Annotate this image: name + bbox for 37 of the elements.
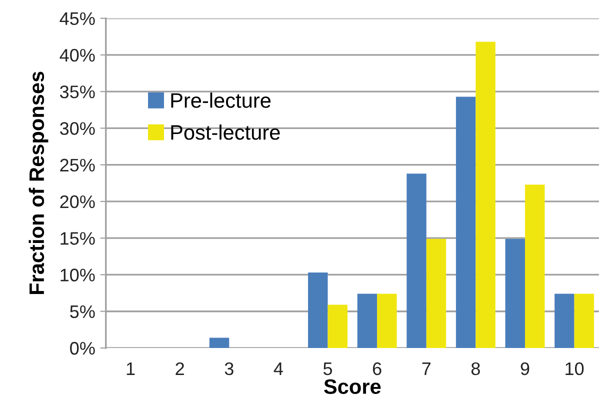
x-tick-label: 4 <box>274 362 283 375</box>
x-tick-label: 6 <box>372 362 382 376</box>
x-axis-title: Score <box>324 379 381 394</box>
x-tick-label: 9 <box>520 362 530 376</box>
y-tick-label: 20% <box>60 195 95 208</box>
bar <box>308 272 328 348</box>
y-tick-label: 10% <box>60 268 95 282</box>
bar <box>406 174 426 348</box>
y-tick-label: 35% <box>60 86 95 98</box>
y-tick-label: 25% <box>60 158 95 172</box>
y-tick-label: 45% <box>60 12 95 26</box>
bar <box>476 42 496 348</box>
y-tick-label: 30% <box>60 122 95 135</box>
bar <box>328 304 348 348</box>
x-tick-label: 10 <box>566 362 584 376</box>
bar <box>505 238 525 348</box>
bar <box>377 294 397 348</box>
y-tick-label: 5% <box>70 305 95 318</box>
bar <box>574 294 594 348</box>
legend-label: Post-lecture <box>171 124 280 140</box>
y-tick-label: 0% <box>70 342 95 355</box>
y-axis-title: Fraction of Responses <box>28 72 48 294</box>
x-tick-label: 3 <box>224 362 234 376</box>
y-tick-label: 15% <box>60 232 95 245</box>
x-tick-label: 2 <box>176 362 184 375</box>
x-tick-label: 7 <box>422 362 430 375</box>
legend-label: Pre-lecture <box>171 92 271 108</box>
bar <box>456 96 476 348</box>
bar <box>524 184 545 348</box>
x-tick-label: 8 <box>471 362 480 376</box>
bar <box>554 294 574 348</box>
bar <box>426 238 446 348</box>
bar <box>209 338 230 348</box>
bar <box>357 294 378 348</box>
x-tick-label: 5 <box>323 362 332 376</box>
x-tick-label: 1 <box>126 362 135 375</box>
y-tick-label: 40% <box>60 48 95 62</box>
